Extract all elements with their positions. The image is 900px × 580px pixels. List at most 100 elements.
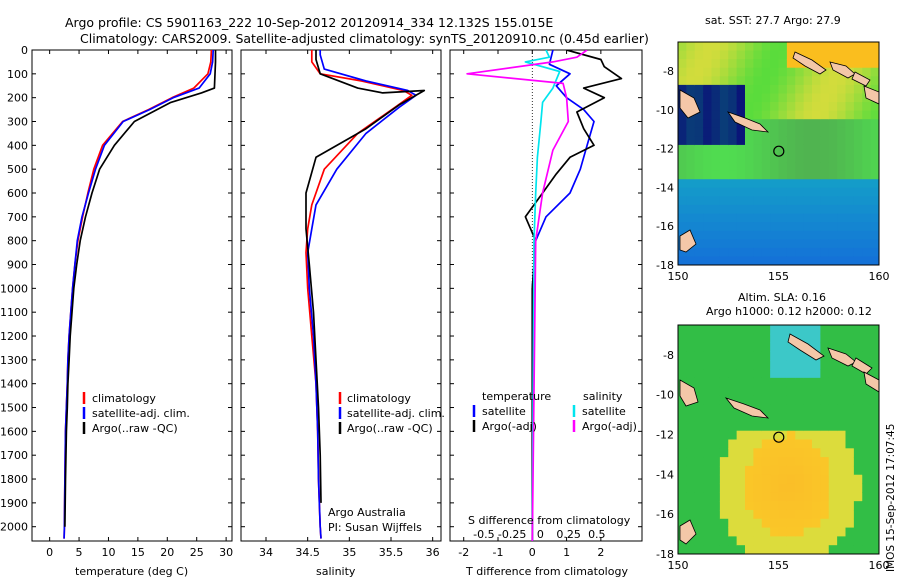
sla-map-cell [728, 527, 738, 537]
sst-map-cell [786, 67, 796, 77]
sst-map-cell [812, 239, 821, 249]
sst-map-cell [778, 230, 788, 240]
sst-map-cell [803, 136, 813, 146]
s-difference-tick-label: 0.5 [588, 528, 606, 541]
island-shape [851, 71, 871, 87]
sst-map-cell [828, 102, 838, 112]
sla-map-cell [761, 501, 771, 511]
sst-lat-tick-label: -16 [656, 220, 674, 233]
sla-map-cell [694, 377, 704, 388]
sla-map-cell [795, 430, 805, 440]
sst-map-cell [728, 84, 738, 94]
sst-map-cell [862, 59, 872, 69]
sla-map-cell [837, 448, 847, 458]
sst-map-cell [753, 136, 763, 146]
sla-map-cell [862, 342, 872, 352]
sla-map-cell [778, 421, 788, 432]
sst-map-cell [761, 42, 771, 52]
sst-map-cell [736, 162, 746, 172]
sst-map-cell [837, 213, 847, 223]
sst-map-cell [812, 127, 821, 137]
sst-map-cell [745, 222, 754, 232]
sst-map-cell [745, 187, 754, 197]
sla-map-cell [828, 509, 838, 520]
sst-map-cell [845, 110, 855, 120]
sst-map-cell [736, 144, 746, 154]
sst-map-cell [820, 256, 830, 265]
sla-map-cell [719, 333, 729, 344]
sla-map-cell [761, 386, 771, 396]
legend-label-temp-satellite: satellite [482, 405, 526, 418]
sla-map-cell [853, 492, 863, 502]
sst-map-cell [678, 84, 687, 94]
sla-map-cell [736, 377, 746, 388]
sst-map-cell [845, 93, 855, 103]
sst-map-cell [770, 119, 780, 129]
sst-map-cell [795, 102, 805, 112]
sst-map-cell [820, 84, 830, 94]
sst-map-cell [745, 50, 754, 60]
sla-map-cell [870, 492, 879, 502]
sla-map-cell [853, 439, 863, 449]
sla-map-cell [786, 404, 796, 414]
sst-map-cell [870, 222, 879, 232]
sla-lat-tick-label: -8 [663, 349, 674, 362]
sst-map-cell [711, 170, 721, 180]
sst-map-cell [853, 204, 863, 215]
sst-map-cell [728, 102, 738, 112]
sla-map-cell [778, 439, 788, 449]
sla-map-cell [853, 377, 863, 388]
sla-map-cell [745, 474, 754, 485]
sla-map-cell [686, 413, 696, 423]
depth-tick-label: 100 [7, 68, 28, 81]
sla-map-cell [845, 333, 855, 344]
sst-map-cell [678, 204, 687, 215]
sla-map-cell [736, 395, 746, 405]
sla-map-cell [786, 439, 796, 449]
sst-map-cell [786, 187, 796, 197]
sla-map-cell [828, 439, 838, 449]
sst-map-cell [862, 247, 872, 257]
sst-map-cell [719, 239, 729, 249]
sst-map-frame [677, 41, 880, 266]
legend-header-salinity: salinity [583, 390, 623, 403]
sla-map-cell [753, 351, 763, 361]
sst-map-cell [745, 170, 754, 180]
sla-map-cell [778, 483, 788, 493]
sla-map-cell [870, 404, 879, 414]
sla-map-cell [703, 369, 713, 379]
imos-timestamp: IMOS 15-Sep-2012 17:07:45 [885, 424, 897, 572]
sla-map-cell [786, 465, 796, 476]
sla-map-cell [862, 483, 872, 493]
sla-map-cell [770, 457, 780, 467]
sla-map-cell [803, 509, 813, 520]
sst-map-cell [745, 179, 754, 189]
depth-tick-label: 300 [7, 116, 28, 129]
sst-map-cell [703, 153, 713, 163]
sla-map-cell [770, 439, 780, 449]
sla-map-cell [711, 395, 721, 405]
sst-map-cell [820, 102, 830, 112]
sla-map-cell [795, 421, 805, 432]
sst-map-cell [812, 230, 821, 240]
figure-title-line1: Argo profile: CS 5901163_222 10-Sep-2012… [65, 15, 553, 30]
sla-map-cell [703, 342, 713, 352]
argo-australia-label: Argo Australia [328, 506, 406, 519]
sst-map-cell [862, 179, 872, 189]
sst-map-cell [786, 179, 796, 189]
difference-series-group [466, 50, 623, 541]
sla-map-cell [862, 536, 872, 546]
depth-tick-label: 1500 [0, 402, 28, 415]
sla-map-cell [761, 518, 771, 529]
difference-xtick-label: -1 [493, 546, 504, 559]
sst-map-cell [753, 50, 763, 60]
sla-map-cell [686, 492, 696, 502]
sst-map-cell [853, 93, 863, 103]
sla-map-cell [678, 509, 687, 520]
sla-map-cell [870, 333, 879, 344]
sla-map-cell [694, 439, 704, 449]
sla-map-cell [845, 518, 855, 529]
sla-map-cell [812, 430, 821, 440]
sla-map-cell [694, 386, 704, 396]
sst-lon-tick-label: 160 [869, 270, 890, 283]
